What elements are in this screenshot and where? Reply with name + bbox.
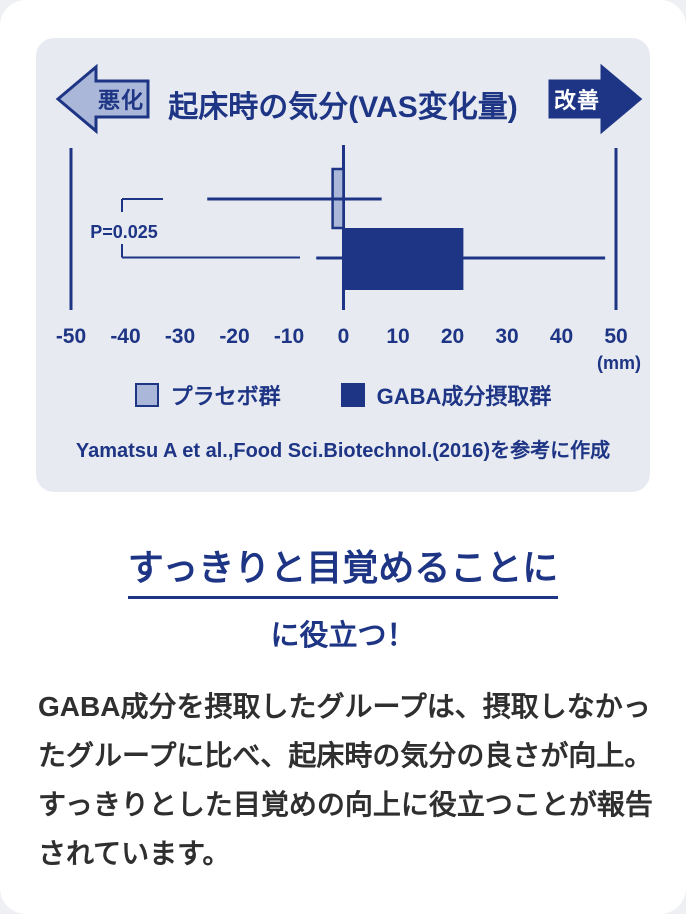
legend-item-gaba: GABA成分摂取群 <box>340 379 552 411</box>
tick-label: -30 <box>165 325 195 348</box>
tick-label: -40 <box>110 325 140 348</box>
legend-item-placebo: プラセボ群 <box>134 379 281 411</box>
tick-label: 20 <box>441 325 464 348</box>
body-paragraph: GABA成分を摂取したグループは、摂取しなかったグループに比べ、起床時の気分の良… <box>38 691 653 869</box>
improve-arrow-icon: 改善 <box>548 63 643 135</box>
gaba-swatch-icon <box>340 383 365 407</box>
tick-label: 30 <box>495 325 518 348</box>
headline-line2: に役立つ！ <box>270 620 416 652</box>
tick-label: 40 <box>550 325 573 348</box>
axis-unit-label: (mm) <box>597 353 641 373</box>
improve-label: 改善 <box>553 88 600 113</box>
tick-label: -50 <box>56 325 86 348</box>
placebo-swatch-icon <box>134 383 159 407</box>
chart-title: 起床時の気分(VAS変化量) <box>168 91 518 124</box>
p-value-label: P=0.025 <box>90 222 158 242</box>
tick-label: 50 <box>604 325 627 348</box>
left-arrow-shape <box>55 63 150 135</box>
chart-legend: プラセボ群 GABA成分摂取群 <box>36 379 650 411</box>
legend-label-placebo: プラセボ群 <box>170 384 281 409</box>
tick-label: -10 <box>274 325 304 348</box>
right-arrow-shape <box>548 63 643 135</box>
worsen-arrow-icon: 悪化 <box>55 63 150 135</box>
legend-label-gaba: GABA成分摂取群 <box>376 384 552 409</box>
headline: すっきりと目覚めることに <box>0 548 686 599</box>
source-citation: Yamatsu A et al.,Food Sci.Biotechnol.(20… <box>75 440 611 462</box>
worsen-label: 悪化 <box>97 88 144 113</box>
headline-underlined-text: すっきりと目覚めることに <box>127 548 559 599</box>
tick-label: 10 <box>386 325 409 348</box>
tick-label: 0 <box>338 325 350 348</box>
vas-bar-chart: P=0.025 -50 -40 -30 -20 -10 0 10 20 30 40 50 (mm) <box>56 145 641 373</box>
tick-label: -20 <box>219 325 249 348</box>
chart-panel: 悪化 起床時の気分(VAS変化量) 改善 P=0.025 -50 -40 -30 -20… <box>36 38 650 492</box>
